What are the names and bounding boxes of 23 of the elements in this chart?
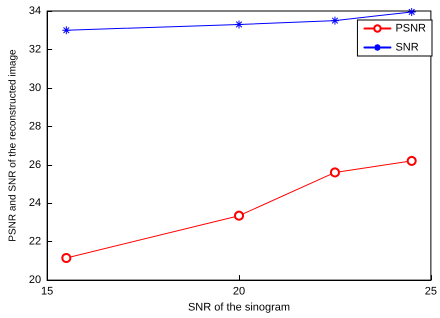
y-tick-label: 26 <box>28 158 42 171</box>
point <box>62 26 71 35</box>
y-tick-label: 24 <box>28 197 42 210</box>
y-tick-label: 32 <box>28 43 42 56</box>
point <box>406 156 417 166</box>
point <box>330 167 340 178</box>
y-tick-label: 20 <box>28 274 42 286</box>
y-tick-label: 28 <box>28 120 42 132</box>
legend-label: SNR <box>395 42 419 54</box>
point <box>407 7 416 16</box>
x-axis-title: SNR of the sinogram <box>188 302 290 314</box>
y-tick-label: 30 <box>28 82 42 94</box>
x-tick-label: 20 <box>232 286 246 298</box>
point <box>234 20 244 29</box>
y-tick-label: 22 <box>28 236 42 248</box>
point <box>61 252 72 263</box>
point <box>330 16 340 26</box>
y-tick-label: 34 <box>28 5 42 17</box>
y-axis-title: PSNR and SNR of the reconstructed image <box>8 48 18 242</box>
x-tick-label: 25 <box>424 286 438 298</box>
legend-label: PSNR <box>395 22 426 34</box>
point <box>234 210 244 221</box>
x-tick-label: 15 <box>41 286 54 298</box>
